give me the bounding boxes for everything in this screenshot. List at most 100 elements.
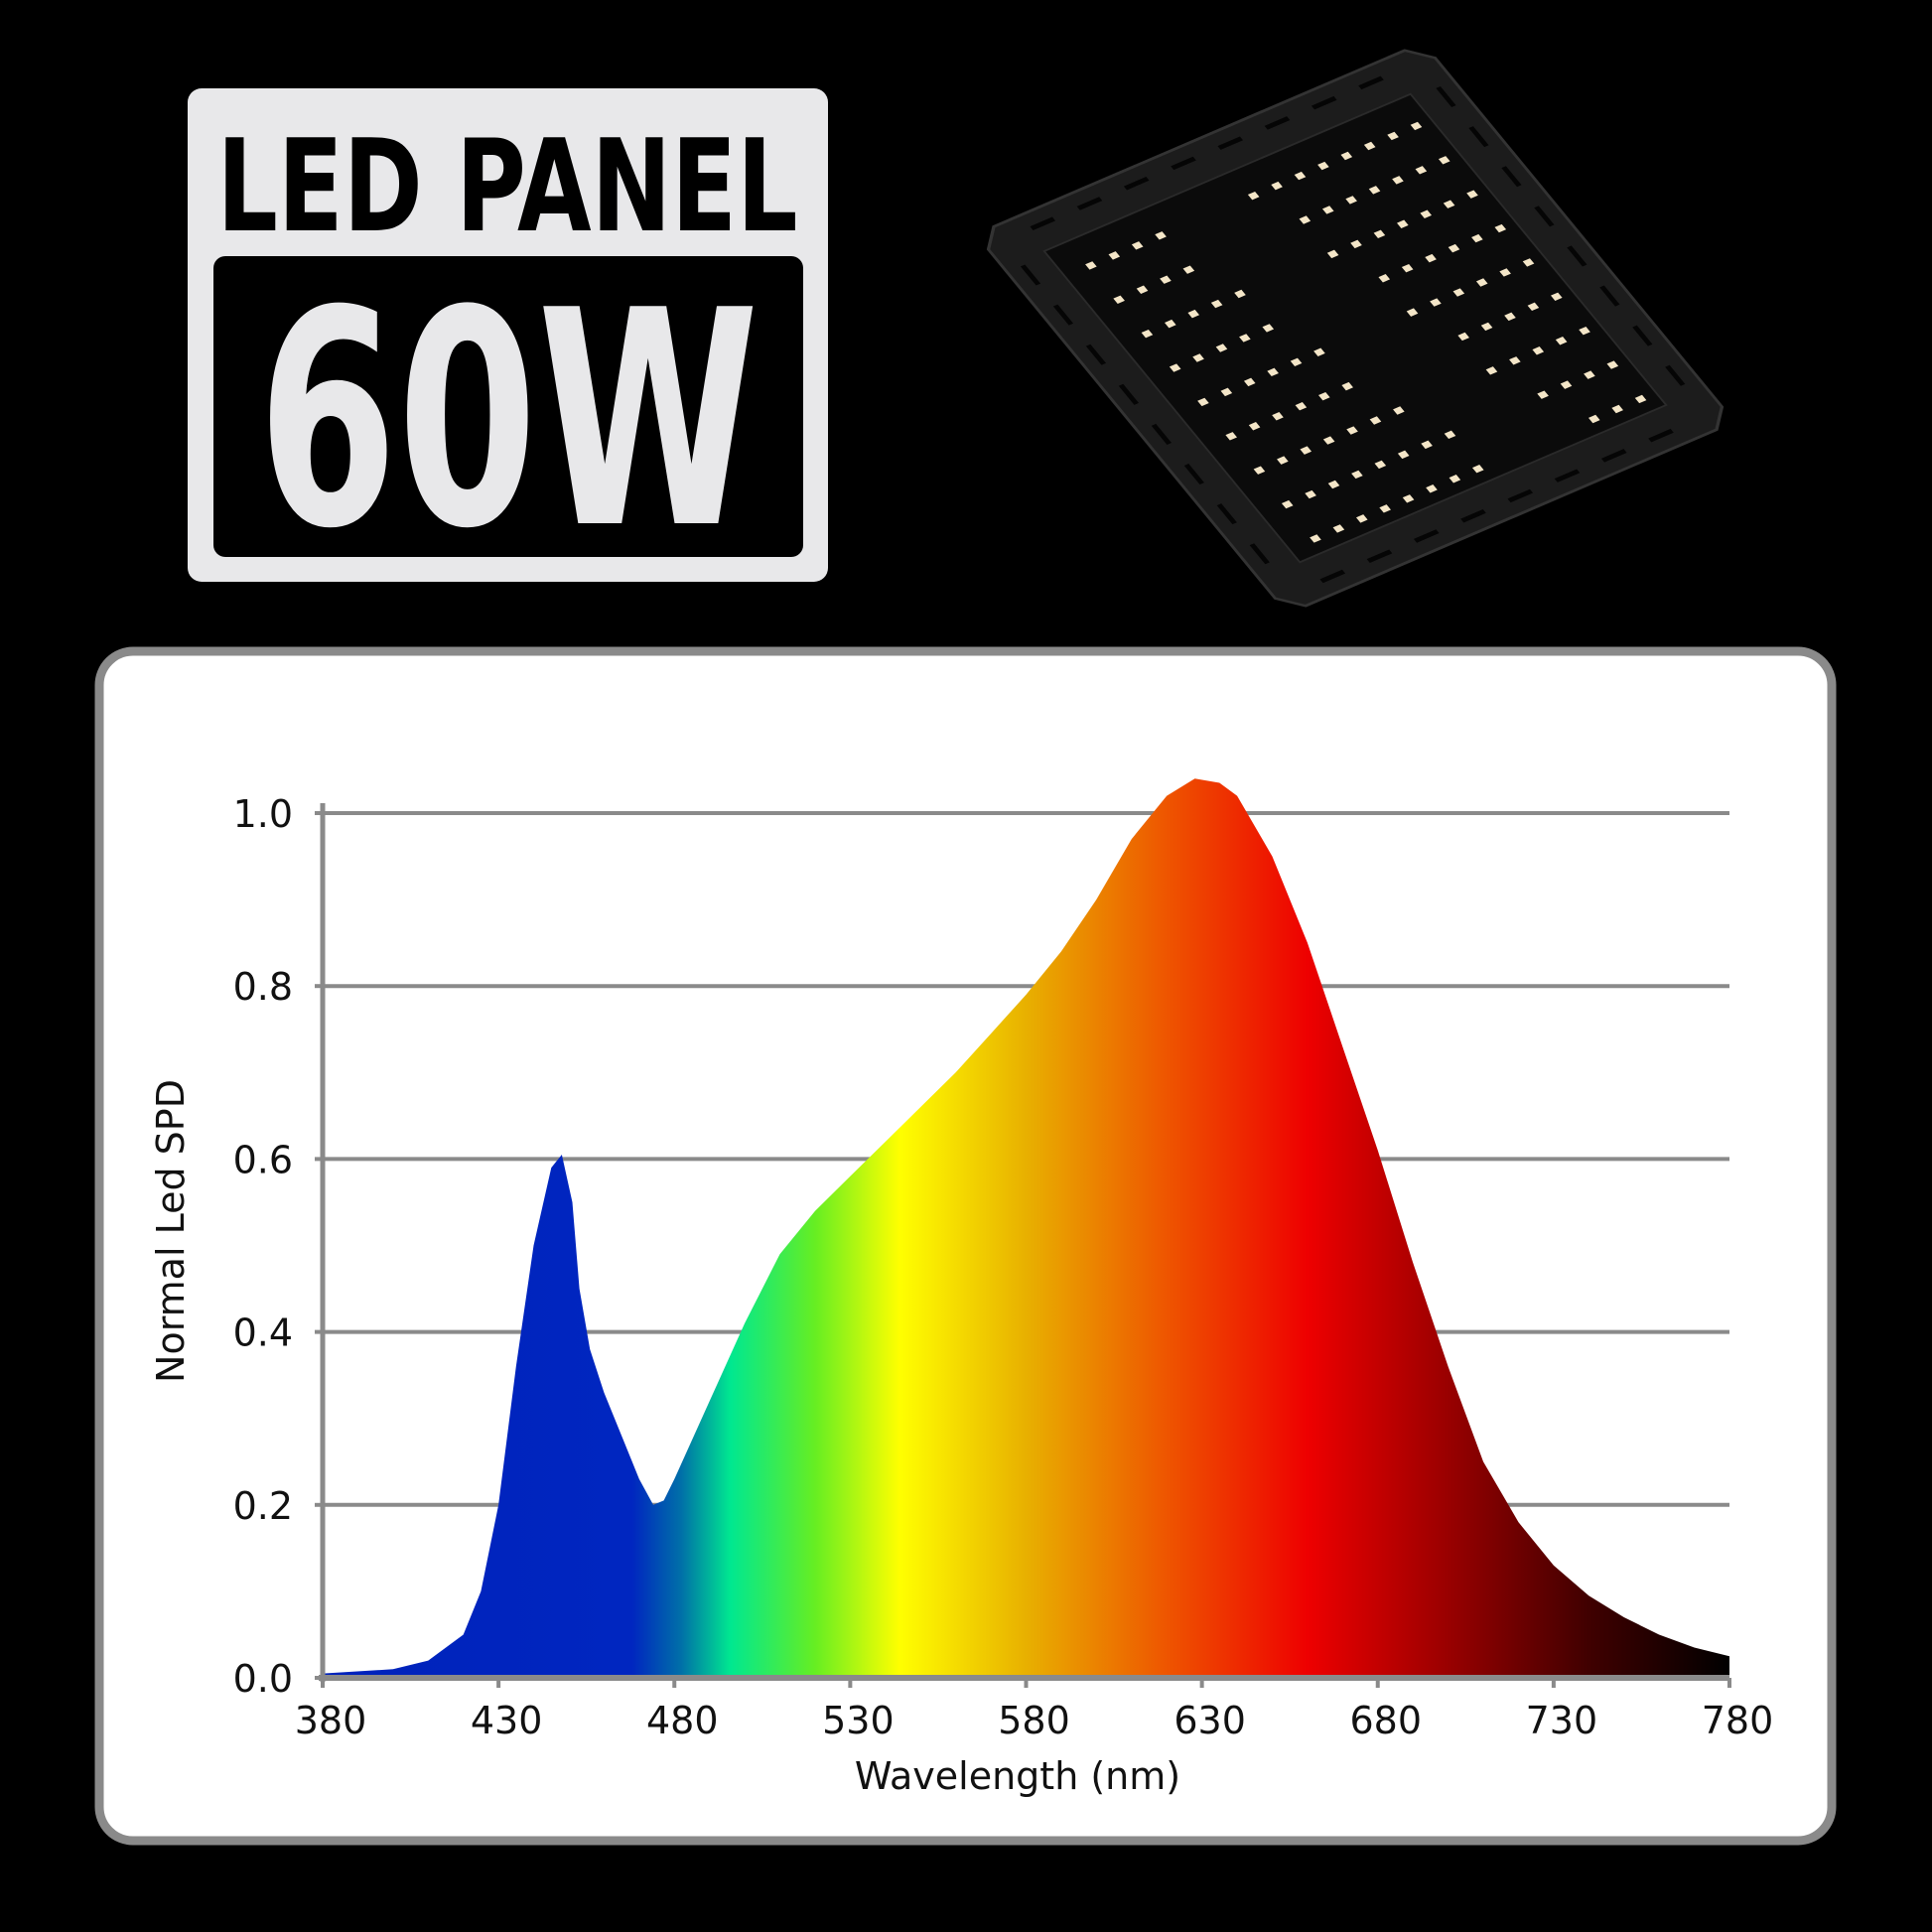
led-chip (1327, 480, 1340, 489)
x-tick-label: 580 (998, 1699, 1070, 1742)
led-chip (1294, 171, 1307, 181)
led-chip (1182, 265, 1195, 274)
led-chip (1290, 357, 1303, 367)
vent-slot (1319, 569, 1346, 584)
led-chip (1499, 268, 1511, 277)
led-chip (1108, 251, 1121, 260)
led-chip (1272, 412, 1284, 421)
led-chip (1326, 249, 1339, 259)
led-chip (1430, 298, 1442, 307)
vent-slot (1554, 469, 1581, 483)
vent-slot (1468, 126, 1489, 148)
led-chip (1313, 347, 1325, 356)
led-chip (1243, 377, 1256, 387)
led-chip (1397, 450, 1410, 460)
led-chip (1509, 356, 1521, 365)
led-chip (1155, 231, 1167, 240)
led-chip (1317, 161, 1329, 171)
led-chip (1379, 504, 1391, 513)
led-chip (1197, 397, 1209, 407)
led-chip (1350, 239, 1362, 249)
y-tick-label: 0.4 (233, 1311, 293, 1355)
led-chip (1504, 312, 1516, 322)
vent-slot (1501, 166, 1522, 188)
led-chip (1560, 380, 1573, 389)
led-chip (1527, 302, 1540, 312)
y-tick-label: 0.8 (233, 965, 293, 1009)
vent-slot (1216, 503, 1237, 525)
vent-slot (1460, 508, 1486, 523)
vent-slot (1076, 197, 1103, 210)
led-chip (1341, 381, 1353, 391)
led-chip (1485, 366, 1498, 375)
led-chip (1262, 324, 1275, 333)
led-chip (1392, 176, 1404, 185)
led-chip (1401, 263, 1414, 273)
led-chip (1321, 206, 1334, 214)
led-chip (1332, 524, 1345, 533)
led-chip (1141, 329, 1154, 339)
x-tick-label: 430 (471, 1699, 543, 1742)
led-chip (1295, 401, 1308, 411)
vent-slot (1567, 245, 1587, 267)
led-chip (1634, 394, 1647, 404)
x-tick-label: 680 (1349, 1699, 1422, 1742)
y-axis-label: Normal Led SPD (149, 1079, 193, 1383)
led-chip (1480, 322, 1493, 332)
led-chip (1378, 274, 1391, 283)
led-chip (1234, 289, 1246, 299)
led-chip (1281, 499, 1294, 509)
led-chip (1532, 346, 1545, 355)
badge-title: LED PANEL (217, 113, 798, 261)
y-tick-label: 0.0 (233, 1657, 293, 1701)
led-chip (1239, 334, 1251, 343)
led-chip (1248, 422, 1261, 431)
vent-slot (1183, 464, 1204, 485)
vent-slot (1085, 344, 1107, 365)
led-panel-fixture-icon (986, 49, 1725, 608)
led-chip (1397, 219, 1409, 228)
led-chip (1187, 309, 1200, 319)
led-chip (1131, 241, 1144, 250)
led-chip (1402, 494, 1415, 503)
led-chip (1579, 326, 1590, 336)
badge-power-box (213, 256, 803, 557)
vent-slot (1249, 543, 1270, 565)
badge-power: 60W (258, 247, 759, 594)
vent-slot (1030, 216, 1056, 230)
led-chip (1475, 278, 1488, 287)
led-chip (1537, 390, 1549, 399)
led-chip (1426, 484, 1438, 493)
led-chip (1253, 466, 1266, 475)
led-chip (1355, 514, 1368, 523)
led-chip (1136, 285, 1149, 294)
led-chip (1551, 292, 1563, 302)
led-chip (1438, 156, 1450, 165)
led-chip (1373, 229, 1386, 239)
vent-slot (1648, 428, 1674, 443)
led-chip (1555, 337, 1568, 345)
led-chip (1410, 121, 1423, 131)
led-chip (1522, 258, 1535, 267)
vent-slot (1534, 206, 1555, 227)
x-tick-label: 630 (1173, 1699, 1246, 1742)
vent-slot (1366, 549, 1393, 563)
led-chip (1393, 406, 1405, 415)
led-chip (1305, 489, 1316, 499)
x-tick-label: 530 (822, 1699, 895, 1742)
led-chip (1210, 299, 1223, 309)
led-chip (1169, 363, 1181, 372)
x-tick-label: 780 (1702, 1699, 1774, 1742)
spd-area (323, 778, 1729, 1678)
vent-slot (1632, 325, 1653, 346)
led-chip (1471, 233, 1483, 243)
vent-slot (1171, 156, 1196, 171)
led-chip (1225, 432, 1237, 441)
vent-slot (1358, 75, 1384, 90)
vent-slot (1311, 95, 1337, 110)
led-chip (1369, 416, 1382, 425)
vent-slot (1600, 449, 1627, 463)
led-chip (1444, 430, 1456, 440)
led-chip (1448, 243, 1460, 253)
led-chip (1606, 360, 1619, 369)
